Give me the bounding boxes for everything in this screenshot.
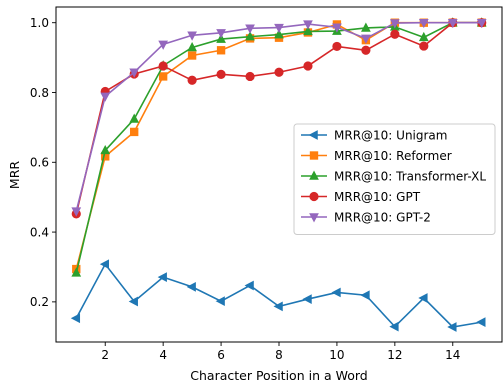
y-tick-label: 0.8 xyxy=(30,86,49,100)
data-point-4-12 xyxy=(418,18,429,29)
data-point-4-14 xyxy=(476,18,487,29)
y-tick-label: 0.2 xyxy=(30,295,49,309)
data-point-2-10 xyxy=(361,22,371,32)
data-point-4-9 xyxy=(332,23,342,33)
data-point-2-2 xyxy=(129,113,140,123)
x-tick-label: 4 xyxy=(159,348,167,362)
legend-swatch-marker xyxy=(309,191,319,202)
data-point-0-4 xyxy=(186,282,196,292)
data-point-0-8 xyxy=(302,294,312,304)
x-tick-label: 14 xyxy=(445,348,460,362)
data-point-3-7 xyxy=(274,67,284,77)
series-line-0 xyxy=(75,262,482,328)
data-point-4-4 xyxy=(187,31,197,41)
legend-label: MRR@10: GPT xyxy=(334,190,421,204)
data-point-3-6 xyxy=(245,71,255,82)
series-layer xyxy=(70,17,487,332)
data-point-4-0 xyxy=(71,207,82,217)
data-point-1-2 xyxy=(130,127,139,137)
data-point-2-8 xyxy=(303,25,313,36)
data-point-0-9 xyxy=(331,287,341,298)
data-point-4-11 xyxy=(389,19,400,29)
data-point-3-4 xyxy=(187,75,197,85)
y-tick-label: 1.0 xyxy=(30,16,49,30)
legend-label: MRR@10: Transformer-XL xyxy=(334,169,486,183)
legend-label: MRR@10: GPT-2 xyxy=(334,210,431,224)
legend-entry-2: MRR@10: Transformer-XL xyxy=(301,169,486,183)
x-tick-label: 2 xyxy=(101,348,109,362)
data-point-0-10 xyxy=(360,290,370,301)
data-point-4-7 xyxy=(274,23,284,34)
legend: MRR@10: Unigram MRR@10: Reformer MRR@10: T… xyxy=(293,123,496,235)
data-point-4-13 xyxy=(447,18,458,29)
series-0 xyxy=(70,259,486,332)
data-point-4-8 xyxy=(303,20,313,30)
x-ticks: 2 4 6 8 10 12 14 xyxy=(101,342,460,362)
y-axis-label: MRR xyxy=(7,161,22,189)
x-axis-label: Character Position in a Word xyxy=(190,368,367,383)
data-point-4-2 xyxy=(129,68,140,78)
data-point-0-11 xyxy=(389,321,399,332)
data-point-0-1 xyxy=(99,259,109,270)
data-point-2-6 xyxy=(245,31,255,41)
x-tick-label: 10 xyxy=(329,348,344,362)
data-point-2-12 xyxy=(418,31,429,42)
data-point-0-3 xyxy=(157,272,167,282)
data-point-0-14 xyxy=(476,317,486,327)
data-point-3-9 xyxy=(332,41,342,52)
data-point-2-0 xyxy=(71,267,82,277)
x-tick-label: 8 xyxy=(275,348,283,362)
data-point-3-5 xyxy=(216,69,226,79)
data-point-0-12 xyxy=(418,293,428,303)
legend-entry-3: MRR@10: GPT xyxy=(301,190,421,204)
data-point-2-1 xyxy=(100,144,111,155)
data-point-4-6 xyxy=(245,24,255,34)
legend-entry-1: MRR@10: Reformer xyxy=(301,149,452,163)
legend-swatch-marker xyxy=(309,170,319,180)
data-point-3-8 xyxy=(303,61,313,71)
legend-entry-4: MRR@10: GPT-2 xyxy=(301,210,431,224)
legend-swatch-marker xyxy=(309,151,319,160)
x-tick-label: 6 xyxy=(217,348,225,362)
data-point-0-6 xyxy=(244,280,254,291)
legend-swatch-marker xyxy=(309,213,319,223)
data-point-0-5 xyxy=(215,296,225,307)
data-point-2-4 xyxy=(187,42,197,52)
data-point-0-13 xyxy=(447,322,457,332)
data-point-1-4 xyxy=(187,51,197,60)
data-point-4-10 xyxy=(361,34,371,44)
data-point-3-12 xyxy=(419,41,429,51)
legend-swatch-marker xyxy=(308,130,318,140)
legend-box xyxy=(293,123,496,235)
data-point-3-3 xyxy=(158,61,168,71)
data-point-1-5 xyxy=(216,46,226,55)
data-point-4-3 xyxy=(158,40,169,50)
data-point-0-2 xyxy=(128,296,138,307)
legend-entry-0: MRR@10: Unigram xyxy=(301,128,447,142)
data-point-0-0 xyxy=(70,313,81,324)
data-point-0-7 xyxy=(273,301,283,312)
data-point-4-1 xyxy=(100,92,111,102)
y-tick-label: 0.6 xyxy=(30,156,49,170)
series-4 xyxy=(71,18,487,217)
legend-label: MRR@10: Unigram xyxy=(334,128,447,142)
data-point-1-3 xyxy=(158,72,168,81)
data-point-2-5 xyxy=(216,33,226,43)
y-tick-label: 0.4 xyxy=(30,225,49,239)
data-point-4-5 xyxy=(216,29,226,39)
y-ticks: 0.2 0.4 0.6 0.8 1.0 xyxy=(30,16,56,309)
data-point-3-11 xyxy=(390,29,400,39)
legend-label: MRR@10: Reformer xyxy=(334,149,452,163)
data-point-3-10 xyxy=(361,45,371,55)
data-point-2-7 xyxy=(274,29,284,39)
x-tick-label: 12 xyxy=(387,348,402,362)
